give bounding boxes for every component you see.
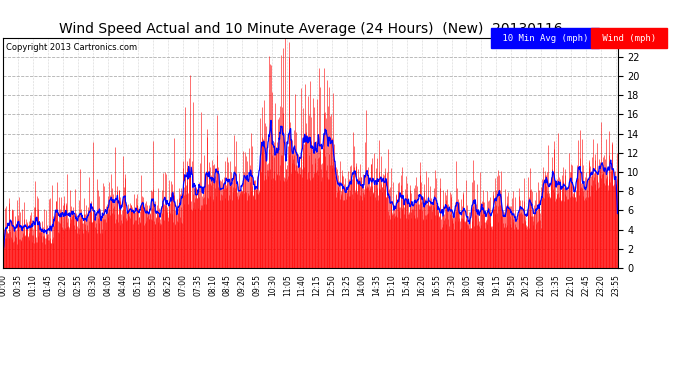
Text: Copyright 2013 Cartronics.com: Copyright 2013 Cartronics.com — [6, 43, 137, 52]
Title: Wind Speed Actual and 10 Minute Average (24 Hours)  (New)  20130116: Wind Speed Actual and 10 Minute Average … — [59, 22, 562, 36]
Text: Wind (mph): Wind (mph) — [597, 34, 661, 43]
Text: 10 Min Avg (mph): 10 Min Avg (mph) — [497, 34, 593, 43]
